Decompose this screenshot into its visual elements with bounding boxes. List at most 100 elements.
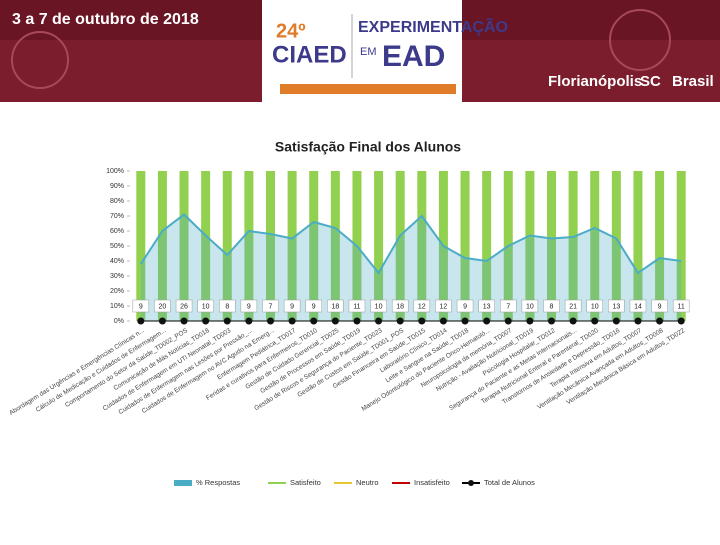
bar bbox=[309, 171, 319, 321]
label-box bbox=[219, 299, 236, 313]
total-dot bbox=[548, 317, 555, 325]
data-label: 10 bbox=[591, 303, 599, 310]
bar bbox=[655, 171, 665, 321]
legend-label: Insatisfeito bbox=[414, 478, 450, 487]
state: SC bbox=[640, 73, 661, 90]
data-label: 9 bbox=[463, 303, 467, 310]
y-tick-label: 80% bbox=[110, 198, 124, 205]
label-box bbox=[132, 299, 150, 313]
bar bbox=[633, 171, 643, 321]
data-label: 18 bbox=[331, 303, 339, 310]
legend-label: Satisfeito bbox=[290, 478, 321, 487]
total-dot bbox=[310, 317, 318, 325]
bar bbox=[201, 171, 211, 321]
decoration bbox=[11, 31, 69, 89]
data-label: 9 bbox=[139, 303, 143, 310]
data-label: 26 bbox=[180, 303, 188, 310]
bar bbox=[395, 171, 405, 321]
date: 3 a 7 de outubro de 2018 bbox=[12, 11, 199, 28]
total-dot bbox=[331, 317, 339, 325]
total-dot bbox=[267, 317, 274, 325]
total-dot bbox=[288, 317, 296, 325]
total-dot bbox=[591, 317, 599, 325]
y-tick-label: 100% bbox=[106, 168, 124, 175]
chart: 0% 10% 20% 30% 40% 50% 60% 70% 80% 90% 100% 9 20 26 10… bbox=[8, 168, 690, 487]
bar bbox=[525, 171, 535, 321]
bar bbox=[590, 171, 600, 321]
label-box bbox=[456, 299, 474, 313]
y-tick-label: 20% bbox=[110, 288, 124, 295]
label-box bbox=[197, 299, 214, 313]
label-box bbox=[348, 299, 366, 313]
bar bbox=[136, 171, 146, 321]
data-label: 11 bbox=[678, 303, 685, 310]
y-tick-label: 0% bbox=[114, 318, 124, 325]
label-box bbox=[391, 299, 409, 313]
total-dot bbox=[569, 317, 577, 325]
bar bbox=[330, 171, 340, 321]
total-dot bbox=[245, 317, 253, 325]
total-dot bbox=[612, 317, 620, 325]
bar bbox=[547, 171, 556, 321]
city: Florianópolis bbox=[548, 73, 642, 90]
total-dot bbox=[526, 317, 534, 325]
label-box bbox=[413, 299, 431, 313]
label-box bbox=[240, 299, 258, 313]
total-dot bbox=[223, 317, 231, 325]
data-label: 12 bbox=[440, 303, 448, 310]
data-label: 14 bbox=[634, 303, 642, 310]
decoration bbox=[609, 9, 671, 71]
data-label: 8 bbox=[550, 303, 554, 310]
label-box bbox=[564, 299, 582, 313]
total-dot bbox=[677, 317, 685, 325]
data-label: 12 bbox=[418, 303, 426, 310]
y-tick-label: 60% bbox=[110, 228, 124, 235]
logo-strip bbox=[280, 84, 456, 94]
bar bbox=[287, 171, 297, 321]
total-dot bbox=[202, 317, 210, 325]
total-dot bbox=[439, 317, 447, 325]
theme-1: EXPERIMENTAÇÃO bbox=[358, 16, 508, 36]
total-dot bbox=[418, 317, 426, 325]
y-tick-label: 70% bbox=[110, 213, 124, 220]
legend-label: Total de Alunos bbox=[484, 478, 535, 487]
total-dot bbox=[375, 317, 383, 325]
y-tick-label: 90% bbox=[110, 183, 124, 190]
event: CIAED bbox=[272, 41, 347, 68]
data-label: 10 bbox=[202, 303, 210, 310]
data-label: 13 bbox=[612, 303, 620, 310]
bar bbox=[676, 171, 686, 321]
bar bbox=[611, 171, 621, 321]
total-dot bbox=[180, 317, 188, 325]
area-shadow bbox=[140, 214, 682, 321]
bar bbox=[179, 171, 189, 321]
theme-em: EM bbox=[360, 46, 377, 58]
total-dot bbox=[137, 317, 145, 325]
data-label: 7 bbox=[269, 303, 273, 310]
bar bbox=[417, 171, 427, 321]
total-dot bbox=[353, 317, 361, 325]
total-dot bbox=[158, 317, 166, 325]
bar bbox=[266, 171, 275, 321]
edition: 24º bbox=[276, 20, 306, 42]
data-label: 21 bbox=[569, 303, 577, 310]
legend-dot bbox=[468, 480, 474, 486]
data-label: 20 bbox=[159, 303, 167, 310]
label-box bbox=[651, 299, 668, 313]
label-box bbox=[327, 299, 344, 313]
data-label: 13 bbox=[483, 303, 491, 310]
bar bbox=[222, 171, 232, 321]
data-label: 7 bbox=[506, 303, 510, 310]
chart-title: Satisfação Final dos Alunos bbox=[275, 139, 461, 155]
data-label: 8 bbox=[225, 303, 229, 310]
label-box bbox=[435, 299, 452, 313]
total-dot bbox=[396, 317, 404, 325]
country: Brasil bbox=[672, 73, 714, 90]
bar bbox=[482, 171, 492, 321]
y-tick-label: 40% bbox=[110, 258, 124, 265]
total-dot bbox=[504, 317, 512, 325]
data-label: 9 bbox=[247, 303, 251, 310]
data-label: 10 bbox=[526, 303, 534, 310]
label-box bbox=[543, 299, 560, 313]
